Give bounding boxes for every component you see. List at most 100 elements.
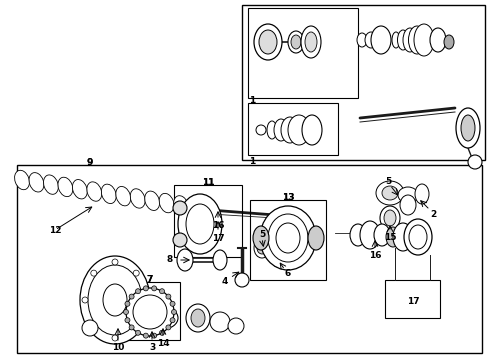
Ellipse shape xyxy=(58,177,73,197)
Bar xyxy=(17,165,482,353)
Ellipse shape xyxy=(87,182,102,201)
Text: 11: 11 xyxy=(202,177,214,186)
Ellipse shape xyxy=(397,30,409,50)
Ellipse shape xyxy=(271,249,285,267)
Ellipse shape xyxy=(430,28,446,52)
Ellipse shape xyxy=(276,223,300,253)
Circle shape xyxy=(82,320,98,336)
Ellipse shape xyxy=(186,304,210,332)
Ellipse shape xyxy=(267,121,277,139)
Circle shape xyxy=(170,318,175,323)
Ellipse shape xyxy=(145,191,160,211)
Ellipse shape xyxy=(154,311,172,325)
Text: 16: 16 xyxy=(212,220,224,230)
Ellipse shape xyxy=(392,32,400,48)
Ellipse shape xyxy=(376,181,404,205)
Ellipse shape xyxy=(380,206,400,230)
Ellipse shape xyxy=(259,30,277,54)
Circle shape xyxy=(112,335,118,341)
Ellipse shape xyxy=(191,309,205,327)
Ellipse shape xyxy=(186,204,214,244)
Text: 12: 12 xyxy=(49,225,61,234)
Ellipse shape xyxy=(210,312,230,332)
Text: 6: 6 xyxy=(285,270,291,279)
Circle shape xyxy=(256,125,266,135)
Ellipse shape xyxy=(103,284,127,316)
Bar xyxy=(120,282,180,340)
Ellipse shape xyxy=(253,226,269,250)
Circle shape xyxy=(91,324,97,330)
Ellipse shape xyxy=(274,119,288,141)
Ellipse shape xyxy=(173,196,189,215)
Ellipse shape xyxy=(80,256,150,344)
Ellipse shape xyxy=(400,195,416,215)
Circle shape xyxy=(112,259,118,265)
Circle shape xyxy=(133,270,139,276)
Ellipse shape xyxy=(159,193,174,213)
Ellipse shape xyxy=(301,26,321,58)
Ellipse shape xyxy=(116,186,131,206)
Ellipse shape xyxy=(371,26,391,54)
Ellipse shape xyxy=(202,200,218,220)
Circle shape xyxy=(91,270,97,276)
Ellipse shape xyxy=(130,189,145,208)
Text: 9: 9 xyxy=(87,158,93,166)
Ellipse shape xyxy=(384,210,396,226)
Text: 15: 15 xyxy=(384,233,396,242)
Ellipse shape xyxy=(288,31,304,53)
Ellipse shape xyxy=(302,115,322,145)
Text: 11: 11 xyxy=(202,177,214,186)
Circle shape xyxy=(125,301,130,306)
Circle shape xyxy=(152,286,157,291)
Circle shape xyxy=(142,297,148,303)
Ellipse shape xyxy=(73,180,87,199)
Ellipse shape xyxy=(260,206,316,270)
Circle shape xyxy=(160,289,165,294)
Ellipse shape xyxy=(444,35,454,49)
Circle shape xyxy=(160,330,165,335)
Ellipse shape xyxy=(213,250,227,270)
Circle shape xyxy=(166,325,171,330)
Ellipse shape xyxy=(177,249,193,271)
Ellipse shape xyxy=(357,33,367,47)
Ellipse shape xyxy=(393,223,413,251)
Ellipse shape xyxy=(456,108,480,148)
Ellipse shape xyxy=(291,35,301,49)
Ellipse shape xyxy=(101,184,116,203)
Circle shape xyxy=(173,201,187,215)
Circle shape xyxy=(468,155,482,169)
Circle shape xyxy=(82,297,88,303)
Text: 16: 16 xyxy=(369,251,381,260)
Ellipse shape xyxy=(178,194,222,254)
Ellipse shape xyxy=(188,198,203,217)
Text: 14: 14 xyxy=(157,338,170,347)
Ellipse shape xyxy=(409,26,425,54)
Text: 13: 13 xyxy=(282,193,294,202)
Circle shape xyxy=(123,310,128,315)
Ellipse shape xyxy=(404,219,432,255)
Text: 5: 5 xyxy=(385,176,391,185)
Ellipse shape xyxy=(288,115,310,145)
Ellipse shape xyxy=(305,32,317,52)
Ellipse shape xyxy=(133,295,167,329)
Ellipse shape xyxy=(360,221,380,249)
Ellipse shape xyxy=(403,28,417,52)
Text: 5: 5 xyxy=(259,230,265,239)
Ellipse shape xyxy=(268,214,308,262)
Circle shape xyxy=(274,254,282,262)
Text: 1: 1 xyxy=(249,95,255,104)
Ellipse shape xyxy=(148,307,178,329)
Circle shape xyxy=(172,310,176,315)
Circle shape xyxy=(152,333,157,338)
Bar xyxy=(248,8,358,98)
Bar xyxy=(248,103,338,155)
Ellipse shape xyxy=(461,115,475,141)
Bar xyxy=(174,185,242,257)
Text: 7: 7 xyxy=(147,274,153,284)
Ellipse shape xyxy=(386,227,400,247)
Text: 17: 17 xyxy=(212,234,224,243)
Circle shape xyxy=(235,273,249,287)
Ellipse shape xyxy=(254,238,270,258)
Ellipse shape xyxy=(365,32,377,48)
Ellipse shape xyxy=(415,184,429,204)
